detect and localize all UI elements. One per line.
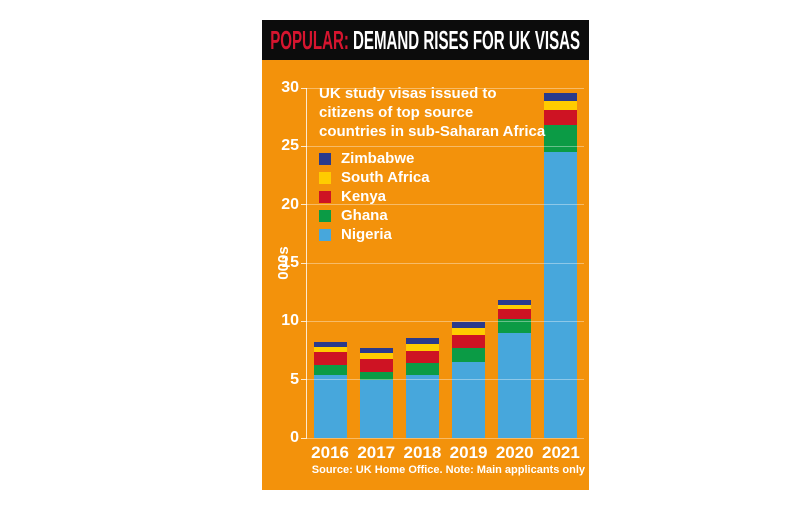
legend-label: Ghana [341, 207, 388, 224]
bar-segment-2020-south-africa [498, 305, 532, 310]
y-tick-25 [301, 145, 307, 147]
y-tick-30 [301, 87, 307, 89]
legend-label: Nigeria [341, 226, 392, 243]
bar-segment-2016-ghana [313, 364, 347, 375]
bar-segment-2017-south-africa [359, 353, 393, 359]
bar-segment-2018-south-africa [405, 343, 439, 352]
gridline-5 [307, 379, 584, 381]
infographic-panel: POPULAR: DEMAND RISES FOR UK VISAS 000s 0… [262, 20, 589, 490]
bar-segment-2019-zimbabwe [452, 321, 486, 328]
chart-title-line-1: UK study visas issued to [319, 85, 497, 102]
y-tick-0 [301, 437, 307, 439]
bar-segment-2016-zimbabwe [313, 342, 347, 347]
bar-segment-2021-kenya [544, 110, 578, 125]
chart-area: 000s 0 5 10 15 20 25 30 2016 2017 2018 2019 2020 202… [262, 60, 589, 490]
headline-title: DEMAND RISES FOR UK VISAS [353, 25, 581, 55]
plot-area: 0 5 10 15 20 25 30 2016 2017 2018 2019 2020 2021 [281, 79, 584, 462]
y-tick-10 [301, 320, 307, 322]
y-tick-label-0: 0 [290, 429, 299, 446]
bar-segment-2019-ghana [452, 347, 486, 363]
y-tick-label-25: 25 [281, 137, 299, 155]
chart-title-line-2: citizens of top source [319, 104, 474, 121]
x-tick-label-2016: 2016 [311, 443, 349, 462]
legend-item-nigeria: Nigeria [319, 225, 430, 244]
y-tick-label-10: 10 [281, 312, 299, 330]
source-note: Source: UK Home Office. Note: Main appli… [311, 464, 585, 476]
x-tick-label-2020: 2020 [495, 443, 534, 462]
bar-segment-2018-kenya [405, 351, 439, 364]
legend-label: Kenya [341, 188, 387, 205]
legend-item-zimbabwe: Zimbabwe [319, 149, 430, 168]
bar-segment-2019-nigeria [452, 362, 486, 438]
chart-title-line-3: countries in sub-Saharan Africa [319, 123, 546, 140]
y-axis-line [306, 88, 307, 438]
bar-segment-2021-south-africa [544, 100, 578, 111]
bar-segment-2020-ghana [498, 319, 532, 333]
x-tick-label-2019: 2019 [449, 443, 488, 462]
bar-segment-2018-ghana [405, 363, 439, 375]
legend-item-ghana: Ghana [319, 206, 430, 225]
legend-swatch-icon [319, 209, 331, 222]
bar-segment-2021-ghana [544, 124, 578, 153]
gridline-10 [307, 320, 584, 322]
gridline-25 [307, 145, 584, 147]
bar-segment-2016-kenya [313, 352, 347, 365]
headline-bar: POPULAR: DEMAND RISES FOR UK VISAS [262, 20, 589, 60]
gridline-30 [307, 87, 584, 89]
bar-segment-2019-south-africa [452, 327, 486, 336]
x-tick-label-2021: 2021 [541, 443, 580, 462]
legend: Zimbabwe South Africa Kenya Ghana Nigeria [319, 149, 430, 244]
y-tick-label-15: 15 [281, 254, 299, 271]
bar-segment-2017-nigeria [359, 379, 393, 438]
y-tick-15 [301, 262, 307, 264]
legend-swatch-icon [319, 171, 331, 184]
gridline-15 [307, 262, 584, 264]
legend-swatch-icon [319, 190, 331, 203]
x-tick-label-2018: 2018 [403, 443, 442, 462]
bar-segment-2020-zimbabwe [498, 299, 532, 305]
legend-label: South Africa [341, 169, 430, 186]
y-tick-label-5: 5 [290, 370, 299, 388]
bar-segment-2016-nigeria [313, 375, 347, 438]
bar-segment-2021-nigeria [544, 152, 578, 438]
bar-segment-2016-south-africa [313, 347, 347, 353]
y-tick-label-30: 30 [281, 79, 299, 96]
y-tick-20 [301, 204, 307, 206]
legend-item-kenya: Kenya [319, 187, 430, 206]
bar-segment-2017-zimbabwe [359, 348, 393, 354]
legend-label: Zimbabwe [341, 150, 415, 167]
gridline-0 [307, 437, 584, 439]
bar-segment-2018-nigeria [405, 375, 439, 438]
chart-title: UK study visas issued to citizens of top… [319, 84, 545, 141]
bar-segment-2021-zimbabwe [544, 93, 578, 101]
x-tick-label-2017: 2017 [357, 443, 396, 462]
bar-segment-2017-kenya [359, 358, 393, 372]
legend-item-south-africa: South Africa [319, 168, 430, 187]
y-tick-5 [301, 379, 307, 381]
bar-segment-2018-zimbabwe [405, 338, 439, 344]
gridline-20 [307, 204, 584, 206]
bar-segment-2019-kenya [452, 335, 486, 348]
headline: POPULAR: DEMAND RISES FOR UK VISAS [271, 20, 581, 60]
legend-swatch-icon [319, 152, 331, 165]
y-tick-label-20: 20 [281, 195, 299, 213]
bar-segment-2020-nigeria [498, 333, 532, 438]
bar-segment-2017-ghana [359, 371, 393, 380]
legend-swatch-icon [319, 228, 331, 241]
headline-kicker: POPULAR: [270, 25, 350, 55]
bar-segment-2020-kenya [498, 309, 532, 319]
